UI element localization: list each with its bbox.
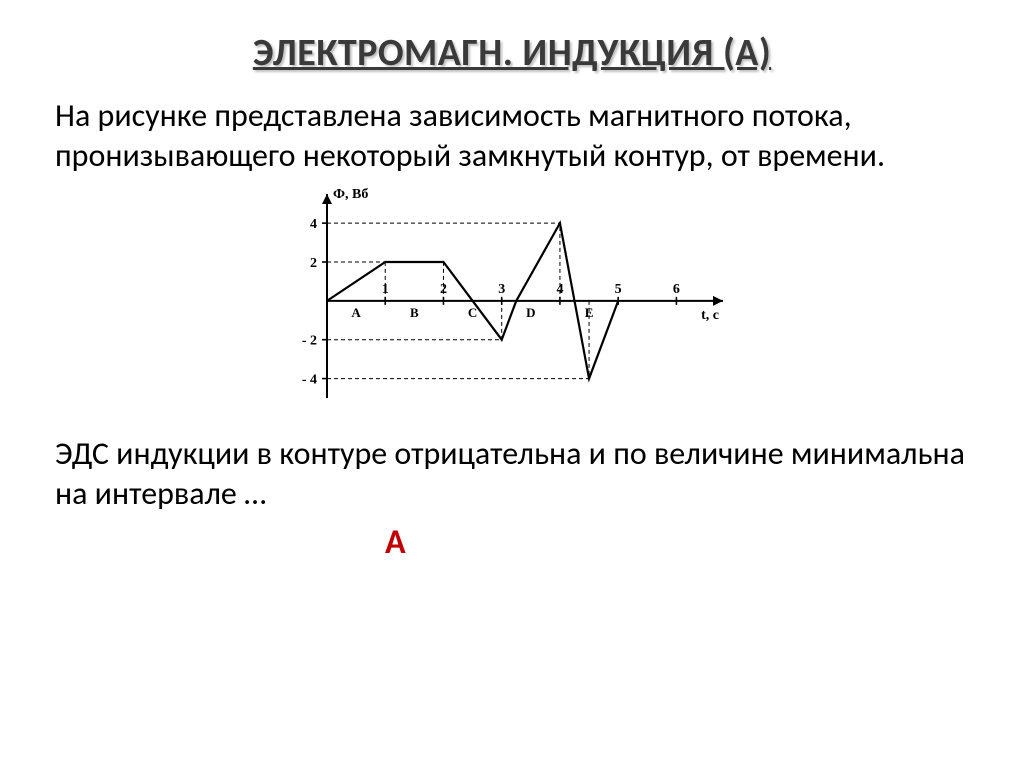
svg-text:Ф, Вб: Ф, Вб	[333, 187, 368, 202]
svg-text:5: 5	[615, 282, 622, 297]
question-text: ЭДС индукции в контуре отрицательна и по…	[55, 434, 969, 514]
svg-text:4: 4	[310, 217, 317, 232]
svg-text:- 4: - 4	[302, 373, 317, 388]
chart-container: - 4- 224123456ABCDEФ, Вбt, с	[55, 182, 969, 412]
problem-statement: На рисунке представлена зависимость магн…	[55, 96, 969, 176]
flux-time-chart: - 4- 224123456ABCDEФ, Вбt, с	[277, 182, 747, 412]
answer-text: A	[385, 522, 969, 563]
svg-text:- 2: - 2	[302, 334, 317, 349]
svg-text:2: 2	[310, 256, 317, 271]
svg-text:D: D	[526, 305, 535, 320]
svg-text:B: B	[410, 305, 419, 320]
svg-text:C: C	[468, 305, 477, 320]
svg-text:6: 6	[673, 282, 680, 297]
svg-text:A: A	[351, 305, 361, 320]
slide-title: ЭЛЕКТРОМАГН. ИНДУКЦИЯ (А)	[55, 30, 969, 76]
svg-text:3: 3	[498, 282, 505, 297]
svg-text:t, с: t, с	[701, 308, 719, 323]
